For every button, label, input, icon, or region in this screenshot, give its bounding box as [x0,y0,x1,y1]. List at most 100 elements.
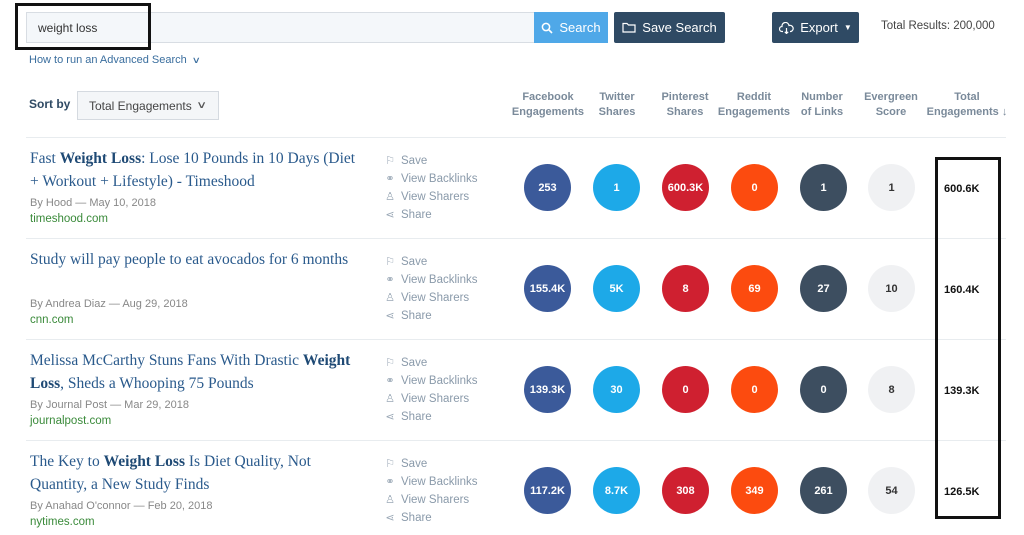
share-icon: ⋖ [385,512,395,524]
save-search-button[interactable]: Save Search [614,12,725,43]
view-backlinks-action[interactable]: ⚭ View Backlinks [385,274,478,286]
total-engagements: 139.3K [944,385,980,397]
reddit-engagements: 0 [731,366,778,413]
cloud-download-icon [779,21,794,34]
domain-link[interactable]: nytimes.com [30,516,95,528]
bookmark-icon: ⚐ [385,256,395,268]
column-header-total[interactable]: Total Engagements ↓ [926,91,1008,118]
user-icon: ♙ [385,292,395,304]
result-row: Fast Weight Loss: Lose 10 Pounds in 10 D… [26,137,1006,238]
column-header-evergreen[interactable]: Evergreen Score [864,91,918,118]
evergreen-score: 10 [868,265,915,312]
byline: By Hood — May 10, 2018 [30,197,156,209]
domain-link[interactable]: cnn.com [30,314,74,326]
reddit-engagements: 349 [731,467,778,514]
share-action[interactable]: ⋖ Share [385,512,432,524]
byline: By Anahad O'connor — Feb 20, 2018 [30,500,213,512]
export-button[interactable]: Export ▼ [772,12,859,43]
bookmark-icon: ⚐ [385,458,395,470]
column-header-facebook[interactable]: Facebook Engagements [511,91,585,118]
facebook-engagements: 139.3K [524,366,571,413]
result-row: Melissa McCarthy Stuns Fans With Drastic… [26,339,1006,440]
number-of-links[interactable]: 261 [800,467,847,514]
number-of-links[interactable]: 1 [800,164,847,211]
byline: By Andrea Diaz — Aug 29, 2018 [30,298,188,310]
column-header-pinterest[interactable]: Pinterest Shares [661,91,709,118]
pinterest-shares: 600.3K [662,164,709,211]
total-results: Total Results: 200,000 [881,20,995,32]
row-actions: ⚐ Save ⚭ View Backlinks ♙ View Sharers ⋖ Sha… [384,253,478,325]
twitter-shares: 1 [593,164,640,211]
total-engagements: 600.6K [944,183,980,195]
view-sharers-action[interactable]: ♙ View Sharers [385,292,470,304]
byline: By Journal Post — Mar 29, 2018 [30,399,189,411]
link-icon: ⚭ [385,274,395,286]
twitter-shares: 5K [593,265,640,312]
view-sharers-action[interactable]: ♙ View Sharers [385,191,470,203]
domain-link[interactable]: journalpost.com [30,415,112,427]
view-backlinks-action[interactable]: ⚭ View Backlinks [385,375,478,387]
column-header-reddit[interactable]: Reddit Engagements [717,91,791,118]
article-title[interactable]: Melissa McCarthy Stuns Fans With Drastic… [30,352,351,392]
link-icon: ⚭ [385,173,395,185]
caret-down-icon: ▼ [843,23,852,32]
reddit-engagements: 69 [731,265,778,312]
sort-selected-value: Total Engagements [89,98,192,113]
result-row: Study will pay people to eat avocados fo… [26,238,1006,339]
link-icon: ⚭ [385,476,395,488]
bookmark-icon: ⚐ [385,357,395,369]
total-engagements: 126.5K [944,486,980,498]
result-row: The Key to Weight Loss Is Diet Quality, … [26,440,1006,535]
number-of-links[interactable]: 0 [800,366,847,413]
sort-dropdown[interactable]: Total Engagements ∨ [77,91,219,120]
article-title[interactable]: The Key to Weight Loss Is Diet Quality, … [30,453,311,493]
domain-link[interactable]: timeshood.com [30,213,108,225]
evergreen-score: 8 [868,366,915,413]
number-of-links[interactable]: 27 [800,265,847,312]
user-icon: ♙ [385,191,395,203]
share-icon: ⋖ [385,411,395,423]
chevron-down-icon: ∨ [191,55,201,65]
twitter-shares: 8.7K [593,467,640,514]
share-action[interactable]: ⋖ Share [385,209,432,221]
user-icon: ♙ [385,393,395,405]
pinterest-shares: 0 [662,366,709,413]
share-action[interactable]: ⋖ Share [385,411,432,423]
folder-icon [622,22,636,33]
view-sharers-action[interactable]: ♙ View Sharers [385,393,470,405]
facebook-engagements: 253 [524,164,571,211]
article-title[interactable]: Study will pay people to eat avocados fo… [30,251,349,268]
facebook-engagements: 155.4K [524,265,571,312]
share-action[interactable]: ⋖ Share [385,310,432,322]
chevron-down-icon: ∨ [195,100,207,111]
evergreen-score: 54 [868,467,915,514]
export-label: Export [800,20,838,35]
search-box [26,12,536,43]
save-search-label: Save Search [642,20,717,35]
twitter-shares: 30 [593,366,640,413]
search-button-label: Search [559,20,601,35]
reddit-engagements: 0 [731,164,778,211]
save-action[interactable]: ⚐ Save [385,357,428,369]
share-icon: ⋖ [385,310,395,322]
pinterest-shares: 308 [662,467,709,514]
facebook-engagements: 117.2K [524,467,571,514]
save-action[interactable]: ⚐ Save [385,458,428,470]
advanced-search-link[interactable]: How to run an Advanced Search ∨ [29,54,201,66]
row-actions: ⚐ Save ⚭ View Backlinks ♙ View Sharers ⋖ Sha… [384,455,478,527]
search-button[interactable]: Search [534,12,608,43]
view-backlinks-action[interactable]: ⚭ View Backlinks [385,476,478,488]
view-sharers-action[interactable]: ♙ View Sharers [385,494,470,506]
save-action[interactable]: ⚐ Save [385,256,428,268]
link-icon: ⚭ [385,375,395,387]
bookmark-icon: ⚐ [385,155,395,167]
sort-label: Sort by [29,97,71,111]
column-header-twitter[interactable]: Twitter Shares [598,91,636,118]
row-actions: ⚐ Save ⚭ View Backlinks ♙ View Sharers ⋖ Sha… [384,354,478,426]
user-icon: ♙ [385,494,395,506]
search-input[interactable] [27,13,535,42]
view-backlinks-action[interactable]: ⚭ View Backlinks [385,173,478,185]
column-header-links[interactable]: Number of Links [800,91,844,118]
save-action[interactable]: ⚐ Save [385,155,428,167]
article-title[interactable]: Fast Weight Loss: Lose 10 Pounds in 10 D… [30,150,356,190]
